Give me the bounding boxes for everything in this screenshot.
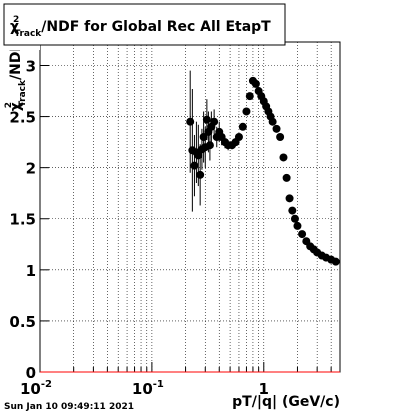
data-point bbox=[245, 92, 254, 101]
ylabel-symbol: χ bbox=[8, 102, 24, 111]
data-point bbox=[285, 194, 294, 203]
data-point bbox=[331, 257, 340, 266]
data-point bbox=[190, 161, 199, 170]
data-point bbox=[196, 170, 205, 179]
y-tick-label: 0.5 bbox=[9, 313, 36, 331]
y-tick-label: 0 bbox=[26, 364, 36, 382]
data-point bbox=[186, 117, 195, 126]
x-tick-base: 10 bbox=[20, 380, 41, 398]
data-point bbox=[210, 117, 219, 126]
data-point bbox=[288, 206, 297, 215]
x-axis-label: pT/|q| (GeV/c) bbox=[232, 394, 340, 410]
footer: Sun Jan 10 09:49:11 2021 bbox=[4, 402, 134, 412]
data-point bbox=[290, 214, 299, 223]
data-point bbox=[282, 173, 291, 182]
x-tick-exponent: -1 bbox=[153, 379, 164, 390]
ylabel-sup: 2 bbox=[4, 102, 14, 108]
data-point bbox=[276, 133, 285, 142]
title-box bbox=[3, 3, 286, 46]
y-tick-label: 1.5 bbox=[9, 211, 36, 229]
data-point bbox=[251, 79, 260, 88]
data-point bbox=[298, 230, 307, 239]
data-point bbox=[234, 133, 243, 142]
data-point bbox=[202, 115, 211, 124]
title-symbol: χ bbox=[10, 19, 19, 35]
title-sup: 2 bbox=[13, 15, 19, 25]
y-tick-label: 2 bbox=[26, 160, 36, 178]
data-point bbox=[238, 122, 247, 131]
ylabel-text: /NDF bbox=[8, 42, 24, 80]
x-tick-label: 10-2 bbox=[20, 379, 52, 398]
data-point bbox=[242, 107, 251, 116]
data-point bbox=[293, 221, 302, 230]
data-point bbox=[272, 124, 281, 133]
y-tick-label: 1 bbox=[26, 262, 36, 280]
data-point bbox=[279, 153, 288, 162]
x-tick-base: 10 bbox=[132, 380, 153, 398]
chart-title: χ2 Track/NDF for Global Rec All EtapT bbox=[10, 15, 271, 39]
x-tick-label: 1 bbox=[259, 380, 269, 398]
data-point bbox=[268, 117, 277, 126]
x-tick-label: 10-1 bbox=[132, 379, 164, 398]
x-tick-exponent: -2 bbox=[41, 379, 52, 390]
y-tick-label: 3 bbox=[26, 57, 36, 75]
y-axis-label: χ2 Track/NDF bbox=[4, 42, 28, 111]
y-tick-label: 2.5 bbox=[9, 109, 36, 127]
title-sub: Track bbox=[14, 29, 42, 39]
title-text: /NDF for Global Rec All EtapT bbox=[41, 19, 271, 35]
ylabel-sub: Track bbox=[18, 79, 28, 107]
data-point bbox=[205, 141, 214, 150]
